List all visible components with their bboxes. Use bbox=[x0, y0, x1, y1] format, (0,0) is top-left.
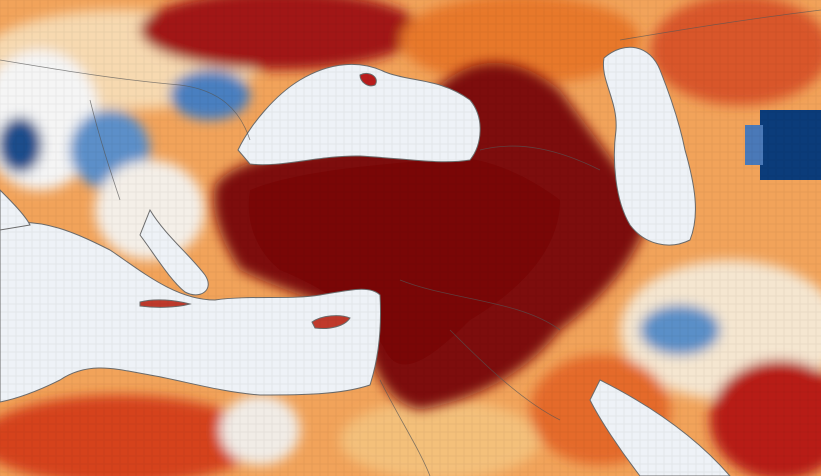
borders bbox=[0, 9, 821, 476]
